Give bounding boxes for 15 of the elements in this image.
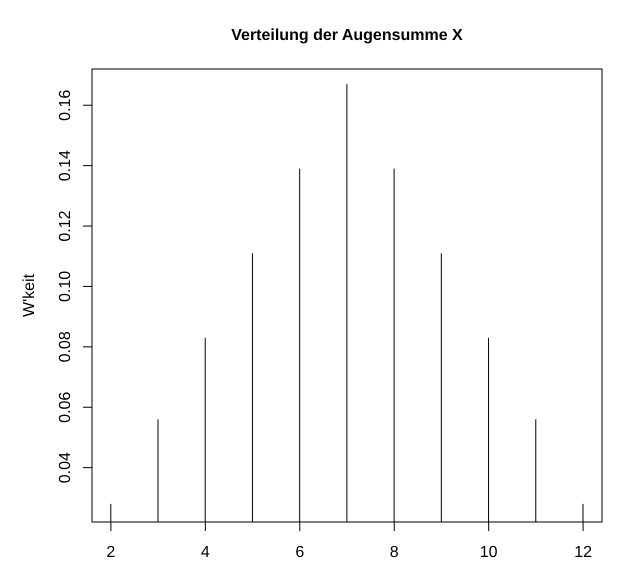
y-tick-label: 0.04 [57, 452, 74, 484]
x-tick-label: 8 [390, 544, 399, 561]
chart-title: Verteilung der Augensumme X [231, 27, 464, 44]
y-tick-label: 0.10 [57, 270, 74, 302]
x-tick-label: 2 [106, 544, 116, 561]
y-axis-title: W'keit [21, 273, 38, 318]
x-tick-label: 10 [480, 544, 498, 561]
y-tick-label: 0.12 [57, 210, 74, 242]
y-tick-label: 0.14 [57, 150, 74, 182]
y-tick-label: 0.08 [57, 331, 74, 362]
y-tick-label: 0.16 [57, 90, 74, 121]
y-tick-label: 0.06 [57, 392, 74, 423]
x-tick-label: 12 [574, 544, 592, 561]
x-tick-label: 4 [200, 544, 210, 561]
x-tick-label: 6 [295, 544, 304, 561]
